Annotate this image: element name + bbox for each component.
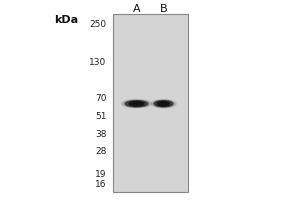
Text: 16: 16 — [95, 180, 106, 189]
Ellipse shape — [126, 101, 147, 107]
Text: 51: 51 — [95, 112, 106, 121]
Ellipse shape — [122, 100, 152, 108]
Ellipse shape — [157, 102, 170, 106]
Ellipse shape — [132, 102, 141, 105]
Ellipse shape — [160, 102, 167, 105]
Text: kDa: kDa — [54, 15, 78, 25]
Text: 250: 250 — [89, 20, 106, 29]
Text: 38: 38 — [95, 130, 106, 139]
Bar — [112, 14, 188, 192]
Text: 130: 130 — [89, 58, 106, 67]
Ellipse shape — [124, 100, 149, 107]
Text: 28: 28 — [95, 147, 106, 156]
Text: 70: 70 — [95, 94, 106, 103]
Ellipse shape — [151, 100, 176, 108]
Text: A: A — [133, 4, 140, 14]
Ellipse shape — [153, 100, 174, 107]
Ellipse shape — [154, 101, 172, 107]
Text: B: B — [160, 4, 167, 14]
Ellipse shape — [129, 102, 144, 106]
Text: 19: 19 — [95, 170, 106, 179]
